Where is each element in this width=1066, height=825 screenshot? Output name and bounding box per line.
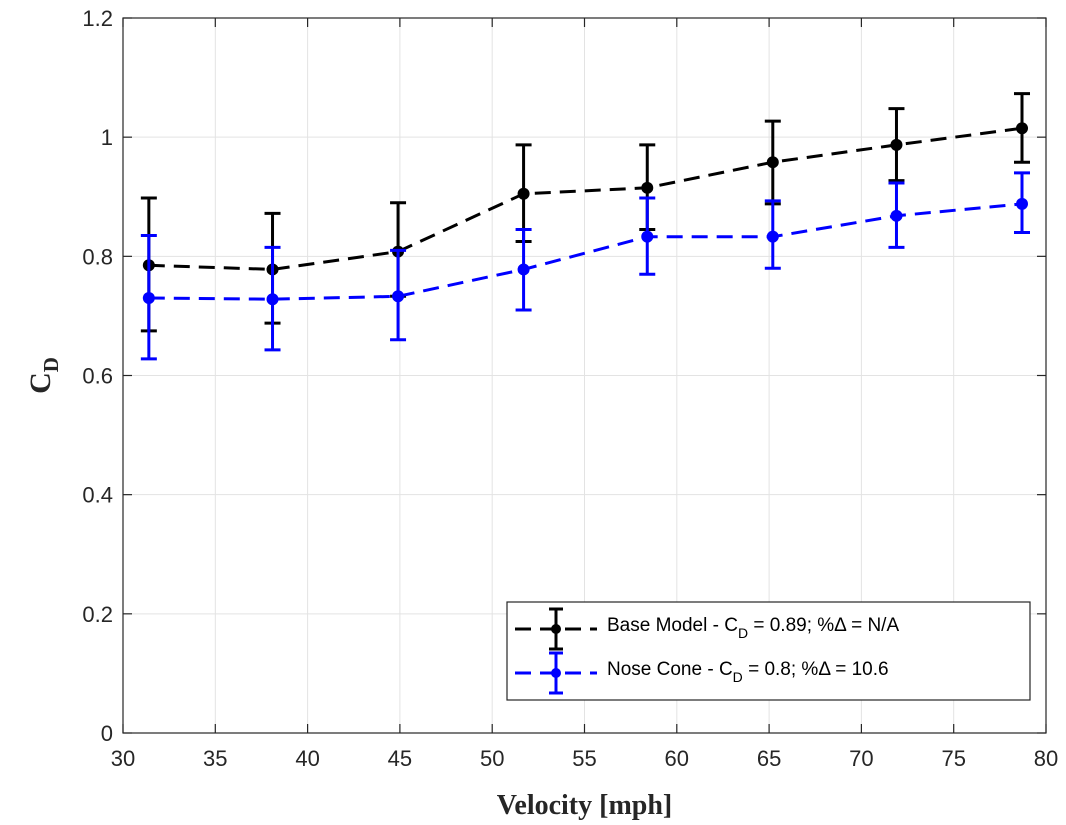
nose-cone-point [142,292,155,305]
legend-label-base-model-part1: Base Model - C [607,615,738,636]
y-tick-label: 0.2 [82,602,113,627]
y-tick-label: 0.6 [82,364,113,389]
x-tick-label: 60 [665,746,689,771]
x-tick-label: 80 [1034,746,1058,771]
nose-cone-line [148,202,1023,301]
legend-label-base-model-subscript: D [738,625,748,641]
y-tick-label: 1 [101,125,113,150]
x-tick-label: 75 [941,746,965,771]
x-tick-label: 70 [849,746,873,771]
nose-cone-point [1016,197,1029,210]
nose-cone-point [766,230,779,243]
axis-ticks: 30 35 40 45 50 55 60 65 70 75 80 0 0.2 0.4 0.6 0.8 1 1.2 [82,6,1058,771]
x-tick-label: 55 [572,746,596,771]
legend-nose-cone-marker [551,668,561,678]
x-tick-label: 65 [757,746,781,771]
nose-cone-point [266,293,279,306]
legend-markers [515,607,597,695]
y-tick-label: 1.2 [82,6,113,31]
legend-label-nose-cone: Nose Cone - CD = 0.8; %Δ = 10.6 [607,659,889,685]
nose-cone-point [392,290,405,303]
y-axis-title: CD [24,357,63,394]
y-tick-label: 0 [101,721,113,746]
base-model-point [890,138,903,151]
y-axis-title-main: C [24,372,57,394]
base-model-point [641,181,654,194]
x-tick-label: 40 [295,746,319,771]
base-model-point [766,156,779,169]
x-tick-label: 50 [480,746,504,771]
data-series [140,92,1031,361]
y-axis-title-subscript: D [39,357,63,372]
y-tick-label: 0.8 [82,244,113,269]
base-model-point [1016,122,1029,135]
series-nose-cone [140,171,1031,361]
nose-cone-point [641,230,654,243]
legend-label-nose-cone-subscript: D [733,669,743,685]
nose-cone-point [890,209,903,222]
nose-cone-point [517,263,530,276]
x-tick-label: 35 [203,746,227,771]
x-axis-title: Velocity [mph] [497,790,673,821]
legend-label-nose-cone-part1: Nose Cone - C [607,659,733,680]
legend-box [506,601,1031,701]
legend-base-model-marker [551,624,561,634]
legend: Base Model - CD = 0.89; %Δ = N/A Nose Co… [506,601,1031,701]
legend-label-nose-cone-part2: = 0.8; %Δ = 10.6 [743,659,889,680]
y-tick-label: 0.4 [82,483,113,508]
x-tick-label: 30 [111,746,135,771]
base-model-line [148,126,1023,271]
legend-label-base-model: Base Model - CD = 0.89; %Δ = N/A [607,615,899,641]
base-model-point [517,187,530,200]
legend-label-base-model-part2: = 0.89; %Δ = N/A [748,615,899,636]
x-tick-label: 45 [388,746,412,771]
